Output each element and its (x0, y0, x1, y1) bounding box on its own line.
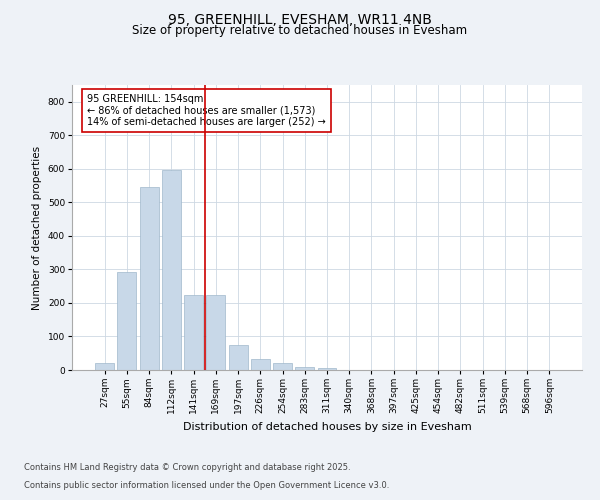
Bar (295, 367, 314, 370)
Bar (95, 364, 114, 370)
Bar (273, 362, 292, 370)
Y-axis label: Number of detached properties: Number of detached properties (32, 146, 42, 310)
Text: 95, GREENHILL, EVESHAM, WR11 4NB: 95, GREENHILL, EVESHAM, WR11 4NB (168, 12, 432, 26)
Bar (229, 345, 248, 370)
Bar (162, 170, 181, 370)
Text: Size of property relative to detached houses in Evesham: Size of property relative to detached ho… (133, 24, 467, 37)
X-axis label: Distribution of detached houses by size in Evesham: Distribution of detached houses by size … (182, 422, 472, 432)
Bar (118, 272, 136, 370)
Bar (251, 358, 270, 370)
Text: Contains public sector information licensed under the Open Government Licence v3: Contains public sector information licen… (24, 481, 389, 490)
Text: 95 GREENHILL: 154sqm
← 86% of detached houses are smaller (1,573)
14% of semi-de: 95 GREENHILL: 154sqm ← 86% of detached h… (88, 94, 326, 126)
Bar (184, 294, 203, 370)
Bar (206, 294, 225, 370)
Text: Contains HM Land Registry data © Crown copyright and database right 2025.: Contains HM Land Registry data © Crown c… (24, 464, 350, 472)
Bar (140, 186, 158, 370)
Bar (317, 368, 337, 370)
